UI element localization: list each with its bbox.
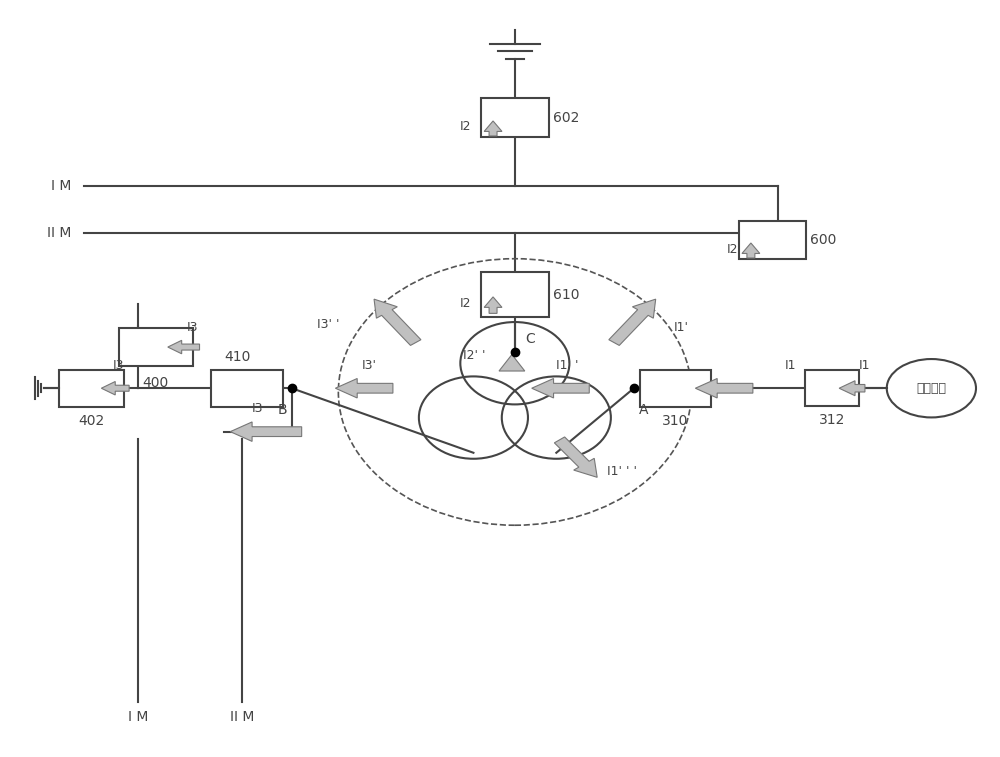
FancyArrow shape — [695, 378, 753, 398]
FancyArrow shape — [230, 422, 302, 441]
Text: I1': I1' — [674, 321, 689, 334]
Text: I1' ' ': I1' ' ' — [607, 465, 637, 478]
Text: A: A — [639, 403, 648, 417]
Text: I1: I1 — [859, 359, 871, 372]
Text: I3': I3' — [362, 359, 377, 372]
Text: 升流装置: 升流装置 — [916, 382, 946, 394]
FancyArrow shape — [335, 378, 393, 398]
Text: I3: I3 — [112, 359, 124, 372]
Text: II M: II M — [47, 226, 72, 239]
FancyArrow shape — [168, 341, 200, 354]
FancyArrow shape — [374, 299, 421, 345]
Bar — [640, 369, 711, 407]
Bar — [211, 369, 283, 407]
Bar — [739, 220, 806, 260]
FancyArrow shape — [499, 354, 525, 371]
Text: 312: 312 — [819, 413, 845, 427]
Text: B: B — [277, 403, 287, 417]
Text: I1' ': I1' ' — [556, 359, 579, 372]
Text: I M: I M — [51, 179, 72, 193]
Text: I3: I3 — [251, 402, 263, 415]
Text: I2: I2 — [726, 243, 738, 256]
Text: II M: II M — [230, 710, 254, 724]
FancyArrow shape — [101, 382, 129, 395]
Bar — [59, 369, 124, 407]
Bar — [481, 98, 549, 138]
FancyArrow shape — [742, 243, 760, 258]
FancyArrow shape — [609, 299, 656, 345]
Text: I2' ': I2' ' — [463, 349, 485, 362]
Text: 602: 602 — [553, 111, 579, 125]
FancyArrow shape — [554, 437, 597, 478]
Text: 410: 410 — [224, 350, 251, 363]
Bar — [119, 329, 193, 366]
Text: C: C — [525, 332, 535, 346]
Bar — [481, 273, 549, 317]
Text: 600: 600 — [810, 233, 837, 247]
FancyArrow shape — [532, 378, 589, 398]
Text: I3' ': I3' ' — [317, 318, 339, 331]
FancyArrow shape — [839, 381, 865, 396]
Text: I M: I M — [128, 710, 148, 724]
FancyArrow shape — [484, 297, 502, 313]
Bar — [805, 370, 859, 407]
Text: 400: 400 — [143, 376, 169, 391]
Text: I3: I3 — [187, 320, 198, 334]
Text: I2: I2 — [460, 120, 471, 133]
Text: 402: 402 — [78, 414, 105, 428]
Text: 310: 310 — [662, 414, 689, 428]
Text: I1: I1 — [785, 359, 796, 372]
Text: I2: I2 — [460, 298, 471, 310]
FancyArrow shape — [484, 121, 502, 136]
Text: 610: 610 — [553, 288, 579, 301]
